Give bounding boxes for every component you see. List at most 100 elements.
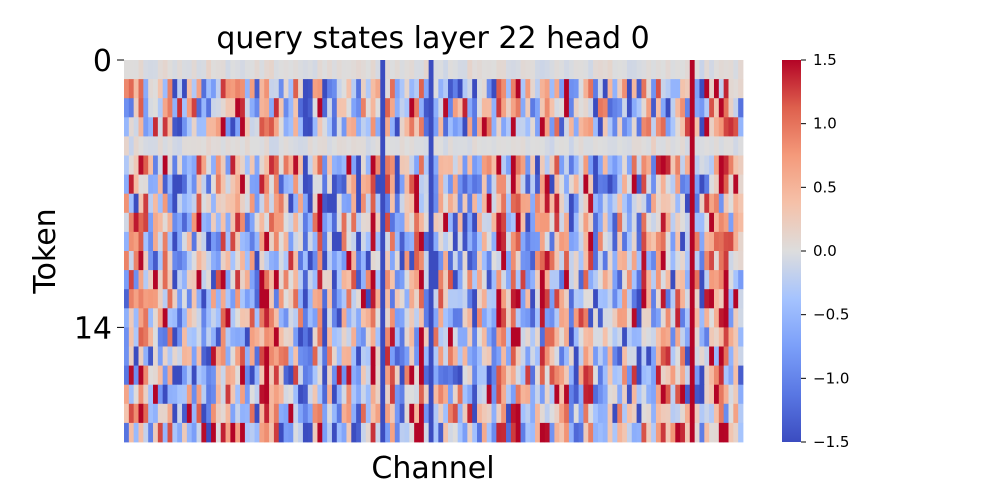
heatmap-cell <box>549 327 555 347</box>
heatmap-cell <box>148 174 154 195</box>
heatmap-cell <box>520 174 526 195</box>
heatmap-cell <box>331 270 338 290</box>
heatmap-cell <box>728 270 734 290</box>
heatmap-cell <box>235 117 241 137</box>
heatmap-cell <box>525 79 531 99</box>
heatmap-cell <box>510 365 517 386</box>
heatmap-cell <box>220 193 226 214</box>
heatmap-cell <box>230 60 236 80</box>
heatmap-cell <box>713 327 720 347</box>
heatmap-cell <box>428 231 434 252</box>
heatmap-cell <box>254 403 260 424</box>
heatmap-cell <box>162 174 168 195</box>
heatmap-cell <box>298 98 304 118</box>
heatmap-cell <box>544 117 550 137</box>
heatmap-cell <box>626 327 633 347</box>
heatmap-cell <box>288 79 294 99</box>
heatmap-cell <box>631 251 638 271</box>
heatmap-cell <box>631 212 638 233</box>
heatmap-cell <box>288 117 294 137</box>
heatmap-cell <box>597 231 604 252</box>
heatmap-cell <box>675 289 681 309</box>
heatmap-cell <box>443 212 449 233</box>
heatmap-cell <box>409 403 415 424</box>
heatmap-cell <box>684 270 691 290</box>
heatmap-cell <box>385 155 391 175</box>
heatmap-cell <box>496 79 502 99</box>
heatmap-cell <box>443 231 449 252</box>
heatmap-cell <box>713 403 720 424</box>
heatmap-cell <box>448 174 454 195</box>
heatmap-cell <box>157 155 164 175</box>
heatmap-cell <box>588 136 594 156</box>
heatmap-cell <box>699 365 705 386</box>
heatmap-cell <box>293 117 299 137</box>
heatmap-cell <box>418 403 425 424</box>
heatmap-cell <box>718 193 725 214</box>
heatmap-cell <box>530 384 536 405</box>
heatmap-cell <box>182 136 188 156</box>
heatmap-cell <box>409 289 415 309</box>
heatmap-cell <box>607 384 613 405</box>
heatmap-cell <box>317 327 323 347</box>
heatmap-cell <box>423 231 430 252</box>
heatmap-cell <box>491 308 497 328</box>
heatmap-cell <box>327 60 333 80</box>
heatmap-cell <box>684 365 691 386</box>
heatmap-cell <box>298 193 304 214</box>
heatmap-cell <box>636 117 642 137</box>
heatmap-cell <box>675 327 681 347</box>
heatmap-cell <box>302 174 309 195</box>
heatmap-cell <box>689 289 696 309</box>
heatmap-cell <box>457 98 463 118</box>
heatmap-cell <box>617 327 623 347</box>
heatmap-cell <box>631 193 638 214</box>
heatmap-cell <box>148 251 154 271</box>
heatmap-cell <box>564 422 570 443</box>
heatmap-cell <box>636 289 642 309</box>
heatmap-cell <box>220 270 226 290</box>
heatmap-cell <box>418 346 425 366</box>
heatmap-cell <box>559 289 565 309</box>
heatmap-cell <box>240 79 246 99</box>
heatmap-cell <box>675 308 681 328</box>
heatmap-cell <box>588 289 594 309</box>
heatmap-cell <box>631 155 638 175</box>
heatmap-cell <box>365 98 372 118</box>
heatmap-cell <box>573 212 579 233</box>
heatmap-cell <box>549 384 555 405</box>
colorbar-tick-label: −1.5 <box>813 433 849 451</box>
heatmap-cell <box>491 79 497 99</box>
heatmap-cell <box>670 193 676 214</box>
heatmap-cell <box>264 251 270 271</box>
heatmap-cell <box>680 422 686 443</box>
heatmap-cell <box>651 308 657 328</box>
heatmap-cell <box>346 308 352 328</box>
heatmap-cell <box>602 212 608 233</box>
heatmap-cell <box>249 174 255 195</box>
heatmap-cell <box>235 308 241 328</box>
heatmap-cell <box>409 79 415 99</box>
heatmap-cell <box>535 346 541 366</box>
heatmap-cell <box>617 98 623 118</box>
heatmap-cell <box>443 422 449 443</box>
heatmap-cell <box>689 193 696 214</box>
heatmap-cell <box>254 136 260 156</box>
heatmap-cell <box>733 327 739 347</box>
heatmap-cell <box>660 365 667 386</box>
heatmap-cell <box>443 98 449 118</box>
heatmap-cell <box>462 308 468 328</box>
heatmap-cell <box>162 270 168 290</box>
heatmap-cell <box>254 289 260 309</box>
heatmap-cell <box>699 60 705 80</box>
heatmap-cell <box>293 422 299 443</box>
heatmap-cell <box>622 193 628 214</box>
heatmap-cell <box>370 422 376 443</box>
heatmap-cell <box>486 231 492 252</box>
heatmap-cell <box>278 384 284 405</box>
heatmap-cell <box>157 384 164 405</box>
heatmap-cell <box>510 174 517 195</box>
heatmap-cell <box>457 403 463 424</box>
heatmap-cell <box>191 98 197 118</box>
heatmap-cell <box>380 251 386 271</box>
